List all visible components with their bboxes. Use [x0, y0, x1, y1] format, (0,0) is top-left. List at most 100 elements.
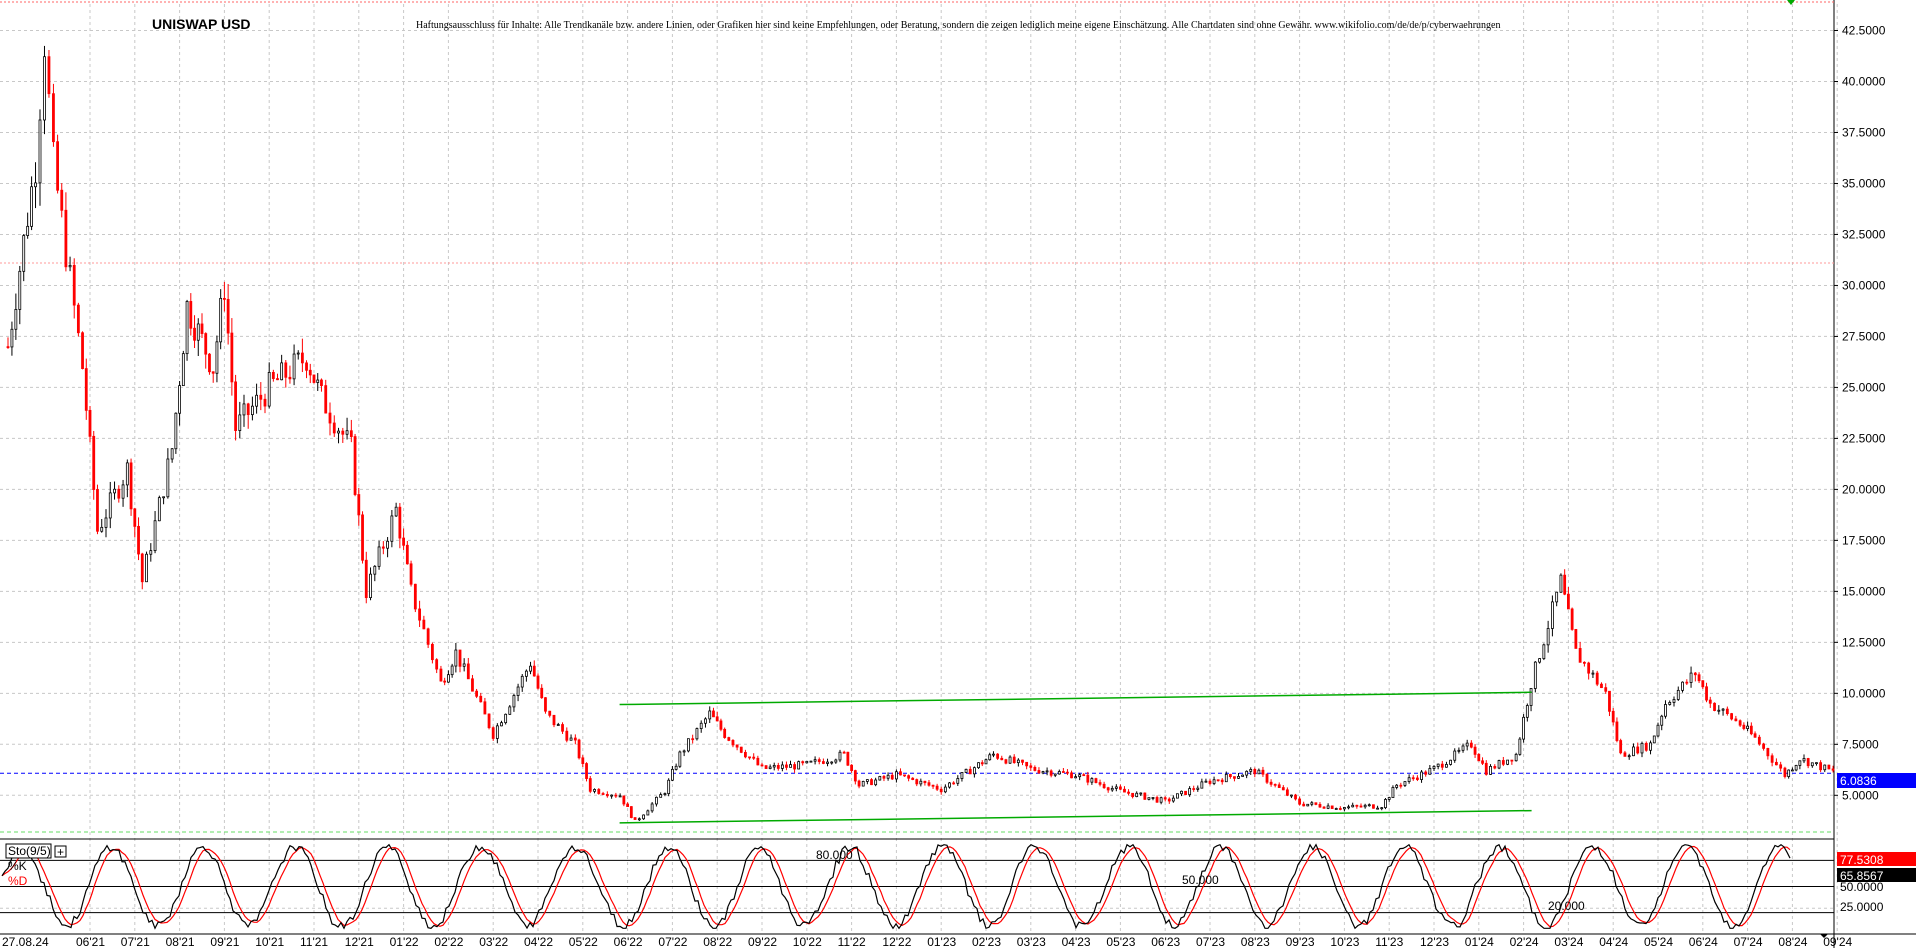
- candle-body: [614, 794, 618, 797]
- candle-body: [772, 765, 776, 768]
- candle-body: [166, 458, 170, 498]
- candle-body: [1326, 805, 1330, 809]
- candle-body: [30, 186, 33, 227]
- candle-body: [1249, 769, 1253, 772]
- candle-body: [43, 56, 46, 121]
- candle-body: [1061, 771, 1065, 773]
- candle-body: [418, 608, 422, 621]
- candle-body: [292, 353, 296, 380]
- candle-body: [117, 488, 121, 499]
- candle-body: [402, 537, 406, 546]
- candle-body: [1636, 746, 1640, 754]
- xtick-label: 08'22: [703, 935, 732, 948]
- candle-body: [208, 353, 211, 373]
- xtick-label: 10'23: [1330, 935, 1359, 948]
- candle-body: [588, 778, 592, 792]
- candle-body: [1823, 764, 1827, 771]
- candle-body: [108, 492, 112, 519]
- candle-body: [288, 376, 292, 380]
- xtick-label: 09'21: [210, 935, 239, 948]
- candle-body: [284, 362, 288, 378]
- candle-body: [1522, 716, 1525, 740]
- candle-body: [381, 546, 385, 549]
- candle-body: [1779, 764, 1783, 769]
- xtick-label: 09'24: [1823, 935, 1852, 948]
- xtick-label: 06'21: [76, 935, 105, 948]
- ytick-label: 35.0000: [1842, 176, 1886, 190]
- expand-indicator-button[interactable]: [54, 845, 67, 858]
- current-price-label: 6.0836: [1840, 774, 1877, 788]
- candle-body: [776, 765, 780, 769]
- candle-body: [174, 412, 178, 450]
- candle-body: [1567, 593, 1570, 610]
- candle-body: [140, 553, 144, 583]
- candle-body: [646, 810, 650, 816]
- level-80-label: 80.000: [816, 848, 853, 862]
- candle-body: [927, 782, 931, 786]
- candle-body: [26, 225, 30, 236]
- candle-body: [540, 687, 544, 699]
- candle-body: [72, 264, 76, 306]
- candle-body: [1163, 797, 1167, 800]
- candle-body: [1611, 710, 1615, 723]
- current-price-badge: [1837, 773, 1916, 788]
- candle-body: [1237, 776, 1240, 779]
- candle-body: [454, 649, 458, 667]
- candle-body: [1004, 759, 1008, 764]
- candle-body: [1559, 574, 1563, 593]
- xtick-label: 12'21: [345, 935, 374, 948]
- candle-body: [1347, 806, 1350, 809]
- candle-body: [691, 738, 695, 741]
- candle-body: [1285, 789, 1289, 796]
- candle-body: [149, 550, 153, 555]
- candle-body: [826, 761, 829, 764]
- candle-body: [1477, 753, 1481, 762]
- candle-body: [466, 663, 470, 680]
- candle-body: [1775, 761, 1778, 766]
- candle-body: [895, 771, 898, 780]
- candle-body: [874, 779, 878, 786]
- ytick-label: 15.0000: [1842, 584, 1886, 598]
- candle-body: [296, 352, 300, 355]
- candle-body: [536, 675, 540, 689]
- candle-body: [1738, 720, 1742, 726]
- candle-body: [565, 730, 569, 741]
- candle-body: [744, 751, 747, 758]
- candle-body: [276, 378, 279, 381]
- candle-body: [271, 372, 275, 379]
- candle-body: [931, 784, 935, 787]
- candle-body: [471, 678, 474, 692]
- candle-body: [96, 489, 99, 532]
- stochastic-indicator-box[interactable]: [5, 843, 52, 859]
- candle-body: [34, 182, 37, 188]
- candle-body: [1228, 773, 1232, 778]
- candle-body: [1220, 779, 1224, 783]
- candle-body: [1384, 799, 1387, 809]
- scroll-down-arrow-icon[interactable]: [1820, 934, 1828, 938]
- candle-body: [1241, 774, 1244, 777]
- candle-body: [495, 725, 499, 739]
- candle-body: [1652, 735, 1656, 744]
- candle-body: [915, 779, 919, 785]
- candle-body: [1546, 628, 1550, 646]
- candle-body: [1090, 778, 1094, 783]
- candle-body: [1403, 781, 1407, 786]
- candle-body: [577, 739, 581, 759]
- candle-body: [181, 353, 185, 387]
- d-value-label: 77.5308: [1840, 853, 1884, 867]
- candle-body: [1802, 758, 1806, 762]
- candle-body: [193, 327, 196, 341]
- ytick-label: 17.5000: [1842, 533, 1886, 547]
- candle-body: [1497, 760, 1501, 769]
- xtick-label: 03'24: [1554, 935, 1583, 948]
- candle-body: [1016, 759, 1020, 764]
- candle-body: [838, 751, 842, 761]
- candle-body: [1457, 749, 1461, 752]
- candle-body: [1465, 742, 1469, 747]
- candle-body: [1208, 780, 1212, 784]
- candle-body: [137, 525, 140, 555]
- candle-body: [1380, 807, 1384, 810]
- candle-body: [64, 209, 68, 268]
- xtick-label: 11'21: [300, 935, 328, 948]
- candle-body: [935, 785, 939, 790]
